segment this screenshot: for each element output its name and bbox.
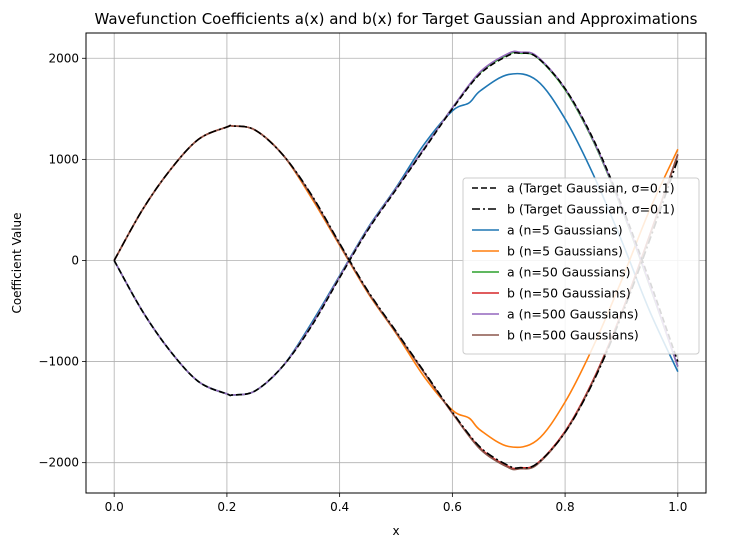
- ticks: 0.0 0.2 0.4 0.6 0.8 1.0 −2000 −1000 0 1000 2000: [38, 51, 687, 514]
- series-layer: [113, 50, 679, 471]
- legend: a (Target Gaussian, σ=0.1) b (Target Gaus…: [462, 177, 700, 355]
- series-line-0: [113, 52, 679, 397]
- chart-title: Wavefunction Coefficients a(x) and b(x) …: [94, 10, 697, 28]
- legend-label: b (n=50 Gaussians): [507, 286, 631, 301]
- legend-label: b (n=500 Gaussians): [507, 328, 639, 343]
- x-tick-label: 1.0: [668, 500, 687, 514]
- x-tick-label: 0.0: [105, 500, 124, 514]
- legend-label: b (Target Gaussian, σ=0.1): [507, 202, 675, 217]
- legend-label: a (Target Gaussian, σ=0.1): [507, 181, 675, 196]
- plot-frame: [85, 32, 707, 494]
- x-tick-label: 0.6: [443, 500, 462, 514]
- y-tick-label: −2000: [38, 456, 79, 470]
- y-tick-label: 1000: [48, 152, 79, 166]
- x-tick-label: 0.2: [217, 500, 236, 514]
- y-tick-label: 0: [71, 253, 79, 267]
- legend-label: b (n=5 Gaussians): [507, 244, 623, 259]
- legend-box: [462, 177, 700, 355]
- x-tick-label: 0.8: [556, 500, 575, 514]
- x-tick-label: 0.4: [330, 500, 349, 514]
- x-axis-label: x: [392, 524, 399, 538]
- y-tick-label: 2000: [48, 51, 79, 65]
- legend-label: a (n=50 Gaussians): [507, 265, 631, 280]
- legend-label: a (n=5 Gaussians): [507, 223, 623, 238]
- y-axis-label: Coefficient Value: [10, 212, 24, 313]
- legend-label: a (n=500 Gaussians): [507, 307, 638, 322]
- y-tick-label: −1000: [38, 355, 79, 369]
